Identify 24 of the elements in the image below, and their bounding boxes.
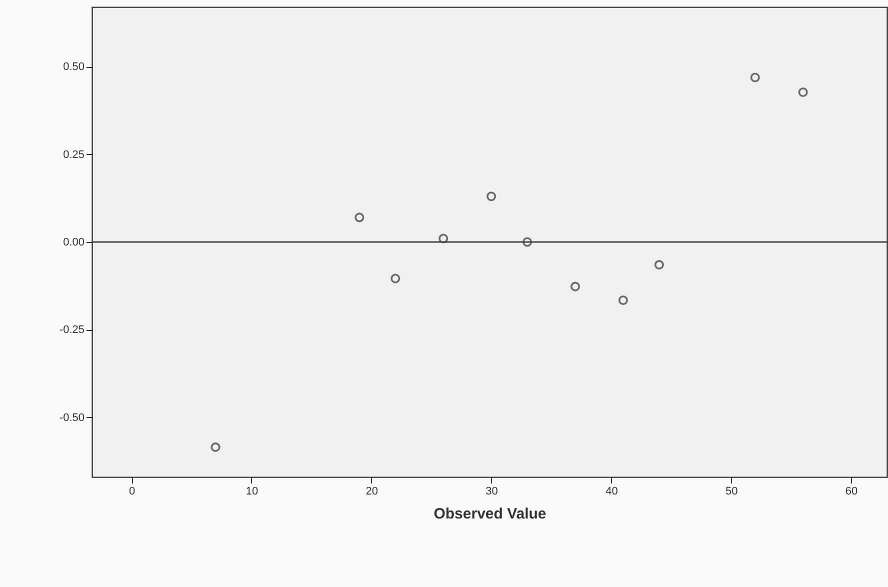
x-tick-label: 40 [606,486,618,498]
x-tick-label: 10 [246,486,258,498]
point [354,212,364,222]
x-tick-label: 0 [129,486,136,498]
point [654,260,664,270]
y-tick-label: -0.50 [59,412,84,424]
point [390,274,400,284]
point [798,87,808,97]
point [618,295,628,305]
point [486,192,496,202]
x-tick-label: 30 [486,486,498,498]
x-axis-title: Observed Value [434,506,546,522]
x-tick-label: 60 [845,486,858,498]
y-tick-label: 0.50 [63,61,84,74]
y-tick-label: 0.25 [63,148,84,161]
x-tick-label: 20 [366,486,378,498]
point [210,442,220,452]
point [570,282,580,292]
point [522,237,532,247]
point [750,72,760,82]
point [438,234,448,244]
x-tick-label: 50 [725,486,738,498]
y-tick-label: 0.00 [63,236,84,248]
y-tick-label: -0.25 [59,324,84,336]
